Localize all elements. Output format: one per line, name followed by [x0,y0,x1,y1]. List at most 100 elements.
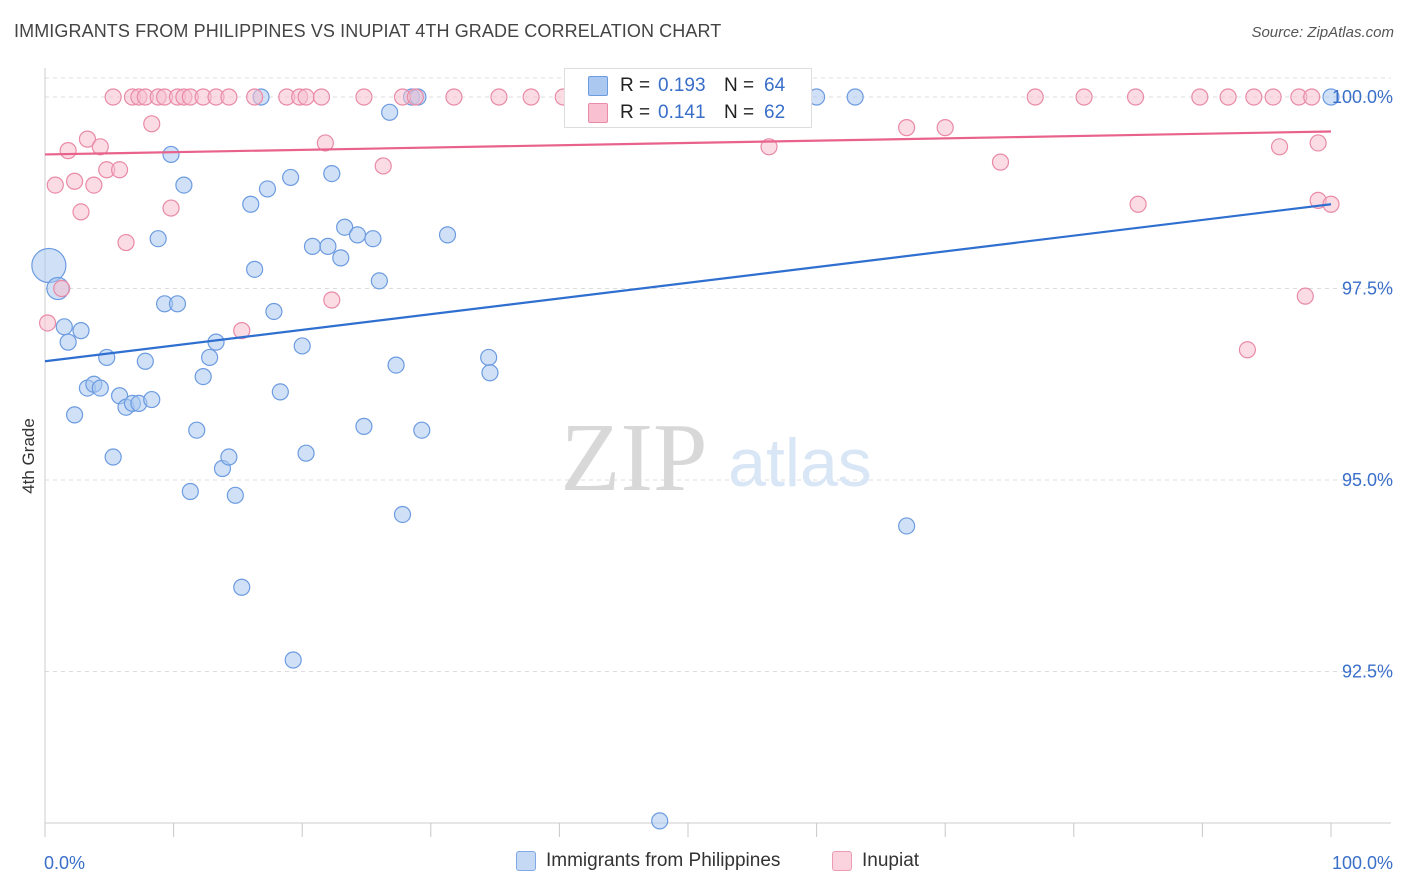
stat-n-value: 62 [764,102,786,123]
stat-r-value: 0.193 [658,75,706,96]
x-tick-label: 0.0% [44,853,85,873]
inupiat-point [760,138,778,156]
philippines-point [246,260,264,278]
inupiat-point [316,134,334,152]
philippines-point [168,295,187,313]
philippines-point [282,168,300,187]
philippines-point [336,218,354,236]
philippines-point [1322,88,1340,106]
inupiat-point [374,157,392,175]
inupiat-point [1264,88,1282,106]
philippines-point [481,364,499,382]
philippines-point [438,226,457,244]
legend-item-inupiat[interactable]: Inupiat [832,850,919,872]
legend-item-philippines[interactable]: Immigrants from Philippines [516,850,780,872]
inupiat-point [1126,88,1145,106]
inupiat-point [445,88,463,106]
philippines-point [332,249,350,267]
inupiat-point [991,153,1010,171]
inupiat-point [936,119,954,137]
philippines-point [72,322,90,340]
philippines-point [898,517,916,535]
philippines-point [355,417,373,435]
inupiat-point [104,88,122,106]
philippines-trendline [44,203,1332,363]
philippines-point [265,302,283,321]
inupiat-point [1026,88,1044,106]
philippines-point [55,318,73,336]
inupiat-point [1296,287,1314,305]
stat-r-value: 0.141 [658,102,706,123]
inupiat-point [406,88,424,106]
inupiat-point [233,322,251,340]
legend-swatch-philippines [516,851,536,871]
inupiat-point [162,199,180,217]
inupiat-point [46,176,64,194]
y-tick-label: 92.5% [1342,662,1393,682]
inupiat-point [1309,134,1327,152]
inupiat-point [323,291,341,309]
philippines-point [143,390,161,409]
inupiat-point [38,314,57,332]
philippines-point [651,812,669,830]
stat-swatch-inupiat [588,103,608,123]
y-tick-label: 100.0% [1332,87,1393,107]
stat-swatch-philippines [588,76,608,96]
inupiat-point [246,88,264,106]
watermark-zip: ZIP [561,404,708,512]
inupiat-point [490,88,508,106]
inupiat-point [898,119,916,137]
inupiat-point [1270,138,1289,156]
legend-label-philippines: Immigrants from Philippines [546,850,781,871]
philippines-point [194,367,212,386]
inupiat-point [143,115,161,133]
philippines-point [284,651,302,669]
inupiat-point [1129,195,1147,213]
inupiat-point [1219,88,1237,106]
philippines-point [364,230,382,248]
philippines-point [59,333,77,351]
correlation-stats-box: R = 0.193 N = 64 R = 0.141 N = 62 [564,68,812,128]
philippines-point [181,482,199,501]
x-tick-label: 100.0% [1332,853,1393,873]
inupiat-point [53,279,71,298]
stat-r-label: R = [620,75,651,96]
stat-n-label: N = [724,75,755,96]
philippines-point [480,348,498,367]
legend-label-inupiat: Inupiat [862,850,920,871]
philippines-point [348,226,367,244]
y-axis-label: 4th Grade [19,418,38,494]
inupiat-point [220,88,238,106]
y-tick-label: 95.0% [1342,470,1393,490]
philippines-point [381,103,399,121]
watermark-atlas: atlas [728,425,872,501]
philippines-point [104,448,122,466]
philippines-point [846,88,864,106]
inupiat-point [1238,341,1257,359]
philippines-point [149,230,167,248]
philippines-point [271,383,289,401]
chart-legend: Immigrants from Philippines Inupiat [0,850,1406,880]
philippines-point [233,578,251,596]
philippines-point [220,448,238,466]
inupiat-point [522,88,540,106]
inupiat-point [1245,88,1263,106]
inupiat-point [355,88,373,106]
philippines-point [323,165,341,183]
philippines-point [258,180,277,198]
inupiat-point [65,172,84,190]
philippines-point [319,237,337,255]
inupiat-point [117,233,135,252]
philippines-point [413,421,431,439]
chart-title: IMMIGRANTS FROM PHILIPPINES VS INUPIAT 4… [14,21,722,41]
stat-n-label: N = [724,102,755,123]
philippines-point [65,406,84,424]
legend-swatch-inupiat [832,851,852,871]
inupiat-point [312,88,331,106]
stat-r-label: R = [620,102,651,123]
philippines-point [303,237,322,255]
inupiat-point [1075,88,1093,106]
philippines-point [297,444,315,462]
y-tick-label: 97.5% [1342,279,1393,299]
